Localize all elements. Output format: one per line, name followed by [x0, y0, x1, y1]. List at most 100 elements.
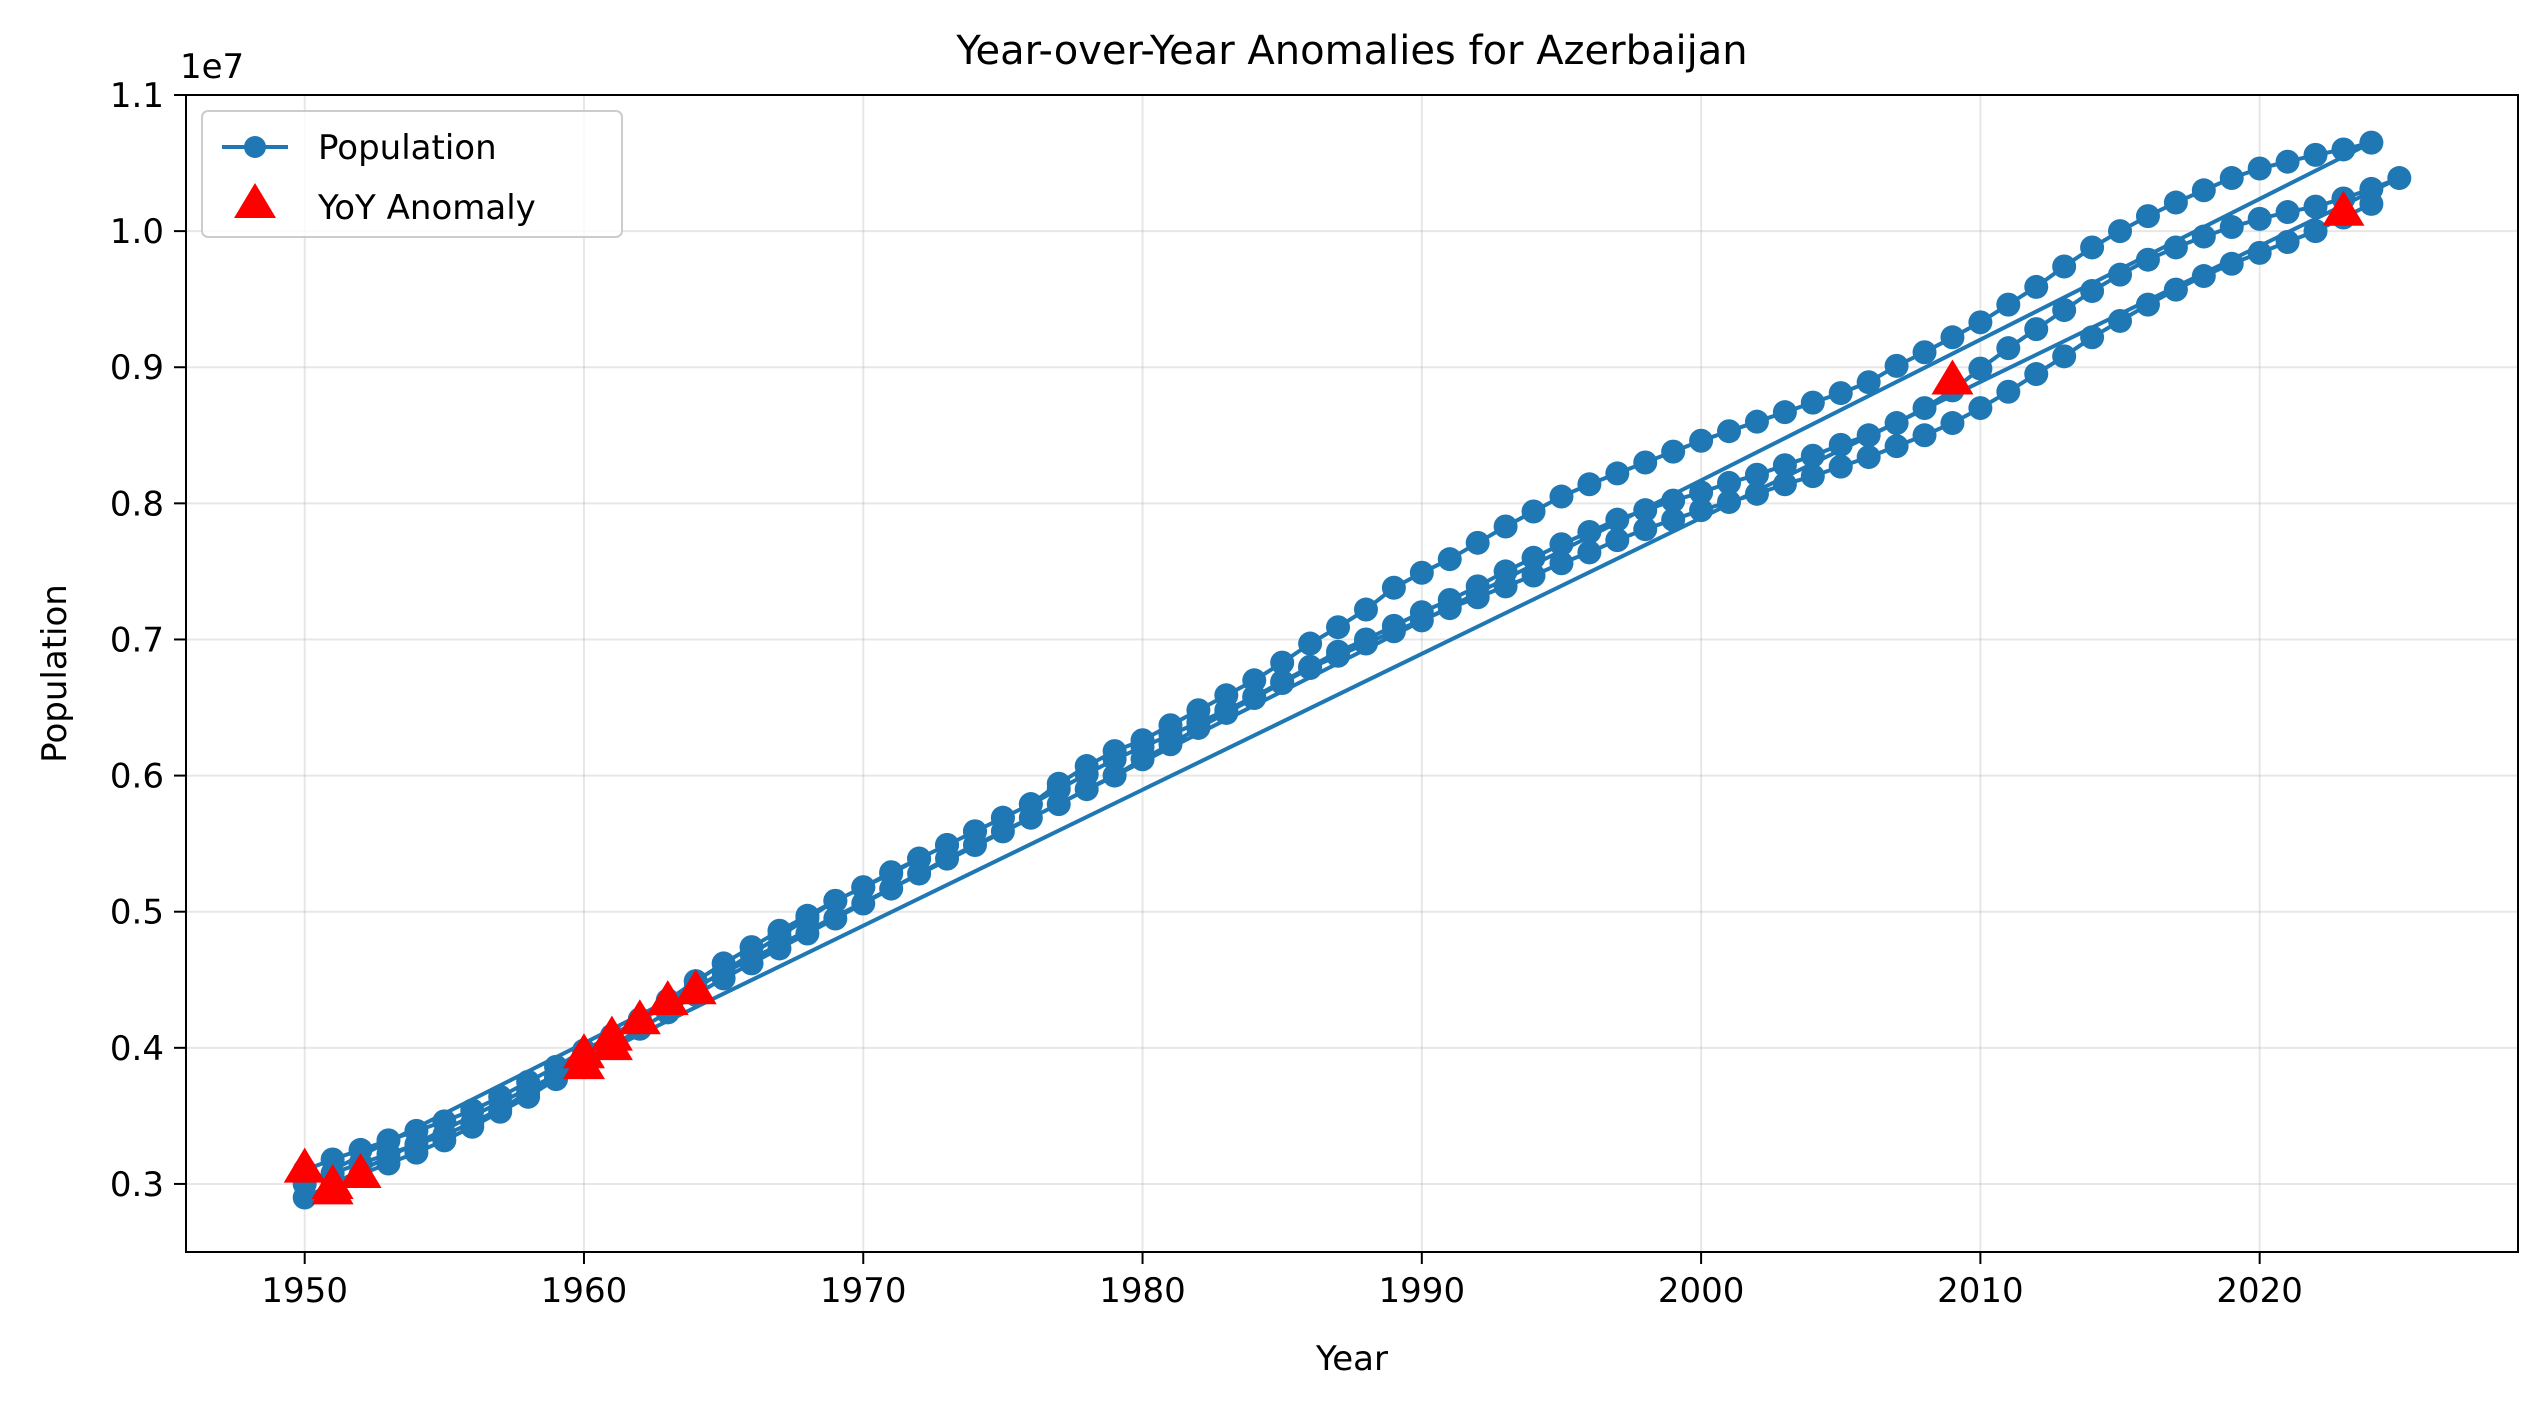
- population-point: [2108, 308, 2133, 333]
- population-point: [1744, 409, 1769, 434]
- population-point: [1772, 472, 1797, 497]
- anomaly-marker: [618, 999, 661, 1035]
- population-point: [1661, 507, 1686, 532]
- population-point: [1800, 443, 1825, 468]
- legend: Population YoY Anomaly: [201, 110, 623, 238]
- y-tick-label: 0.3: [110, 1165, 164, 1205]
- x-axis-label: Year: [1315, 1339, 1388, 1379]
- population-point: [1521, 545, 1546, 570]
- population-point: [1605, 528, 1630, 553]
- population-point: [935, 846, 960, 871]
- y-tick-label: 0.5: [110, 893, 164, 933]
- x-tick-label: 1960: [541, 1271, 628, 1311]
- population-point: [2219, 251, 2244, 276]
- population-point: [2303, 219, 2328, 244]
- population-point: [1326, 615, 1351, 640]
- anomaly-marker: [2322, 190, 2365, 226]
- population-point: [1744, 481, 1769, 506]
- legend-entry-yoy-anomaly: [234, 183, 276, 218]
- x-tick-label: 1950: [261, 1271, 348, 1311]
- population-point: [1717, 419, 1742, 444]
- population-point: [1828, 454, 1853, 479]
- population-point: [488, 1099, 513, 1124]
- population-point: [1912, 396, 1937, 421]
- population-point: [2024, 317, 2049, 342]
- axis-ticks: 1950 1960 1970 1980 1990 2000 2010 2020 0.3 0.4 0.…: [110, 76, 2303, 1311]
- population-point: [2275, 230, 2300, 255]
- population-point: [2331, 137, 2356, 162]
- population-point: [1800, 390, 1825, 415]
- population-point: [1214, 700, 1239, 725]
- population-point: [1996, 292, 2021, 317]
- population-point: [1353, 631, 1378, 656]
- legend-label-yoy-anomaly: YoY Anomaly: [317, 188, 536, 228]
- x-tick-label: 2000: [1658, 1271, 1745, 1311]
- legend-marker-yoy-anomaly: [234, 183, 276, 218]
- population-point: [1577, 540, 1602, 565]
- population-point: [1884, 353, 1909, 378]
- legend-label-population: Population: [318, 128, 497, 168]
- x-tick-label: 1970: [820, 1271, 907, 1311]
- population-point: [2052, 298, 2077, 323]
- population-point: [1744, 462, 1769, 487]
- population-point: [1465, 585, 1490, 610]
- population-point: [1130, 747, 1155, 772]
- population-point: [376, 1151, 401, 1176]
- population-point: [1800, 464, 1825, 489]
- population-point: [907, 861, 932, 886]
- anomaly-marker: [590, 1015, 633, 1051]
- population-point: [795, 921, 820, 946]
- population-point: [1521, 499, 1546, 524]
- population-point: [2080, 325, 2105, 350]
- legend-entry-population: [222, 136, 288, 158]
- population-point: [1940, 325, 1965, 350]
- population-point: [1968, 310, 1993, 335]
- series-population: [292, 130, 2412, 1210]
- population-point: [1968, 396, 1993, 421]
- population-point: [1856, 445, 1881, 470]
- population-point: [1856, 370, 1881, 395]
- y-tick-label: 0.4: [110, 1029, 164, 1069]
- grid: [186, 94, 2518, 1252]
- x-tick-label: 1980: [1099, 1271, 1186, 1311]
- population-point: [1074, 777, 1099, 802]
- population-point: [1381, 575, 1406, 600]
- population-point: [1549, 532, 1574, 557]
- population-point: [2247, 156, 2272, 181]
- population-point: [1968, 356, 1993, 381]
- population-point: [404, 1140, 429, 1165]
- population-point: [2108, 219, 2133, 244]
- population-point: [1689, 498, 1714, 523]
- population-point: [1381, 619, 1406, 644]
- anomaly-marker: [311, 1169, 354, 1205]
- population-point: [2275, 200, 2300, 225]
- population-point: [2080, 279, 2105, 304]
- population-point: [1409, 560, 1434, 585]
- population-point: [2247, 206, 2272, 231]
- y-tick-label: 1.1: [110, 76, 164, 116]
- population-point: [2191, 224, 2216, 249]
- population-point: [1437, 596, 1462, 621]
- population-line: [302, 140, 2402, 1200]
- population-point: [990, 819, 1015, 844]
- population-point: [1493, 514, 1518, 539]
- y-tick-label: 0.8: [110, 484, 164, 524]
- population-point: [1828, 381, 1853, 406]
- population-point: [2080, 235, 2105, 260]
- population-point: [2052, 344, 2077, 369]
- population-point: [2163, 235, 2188, 260]
- population-point: [1661, 488, 1686, 513]
- population-point: [2219, 166, 2244, 191]
- population-point: [1828, 432, 1853, 457]
- population-point: [1633, 517, 1658, 542]
- population-point: [1689, 428, 1714, 453]
- population-point: [1549, 551, 1574, 576]
- plot-area: [283, 130, 2412, 1210]
- population-point: [1605, 507, 1630, 532]
- population-point: [2024, 274, 2049, 299]
- population-point: [2052, 254, 2077, 279]
- anomaly-marker: [646, 980, 689, 1016]
- population-point: [2359, 130, 2384, 155]
- x-tick-label: 2010: [1937, 1271, 2024, 1311]
